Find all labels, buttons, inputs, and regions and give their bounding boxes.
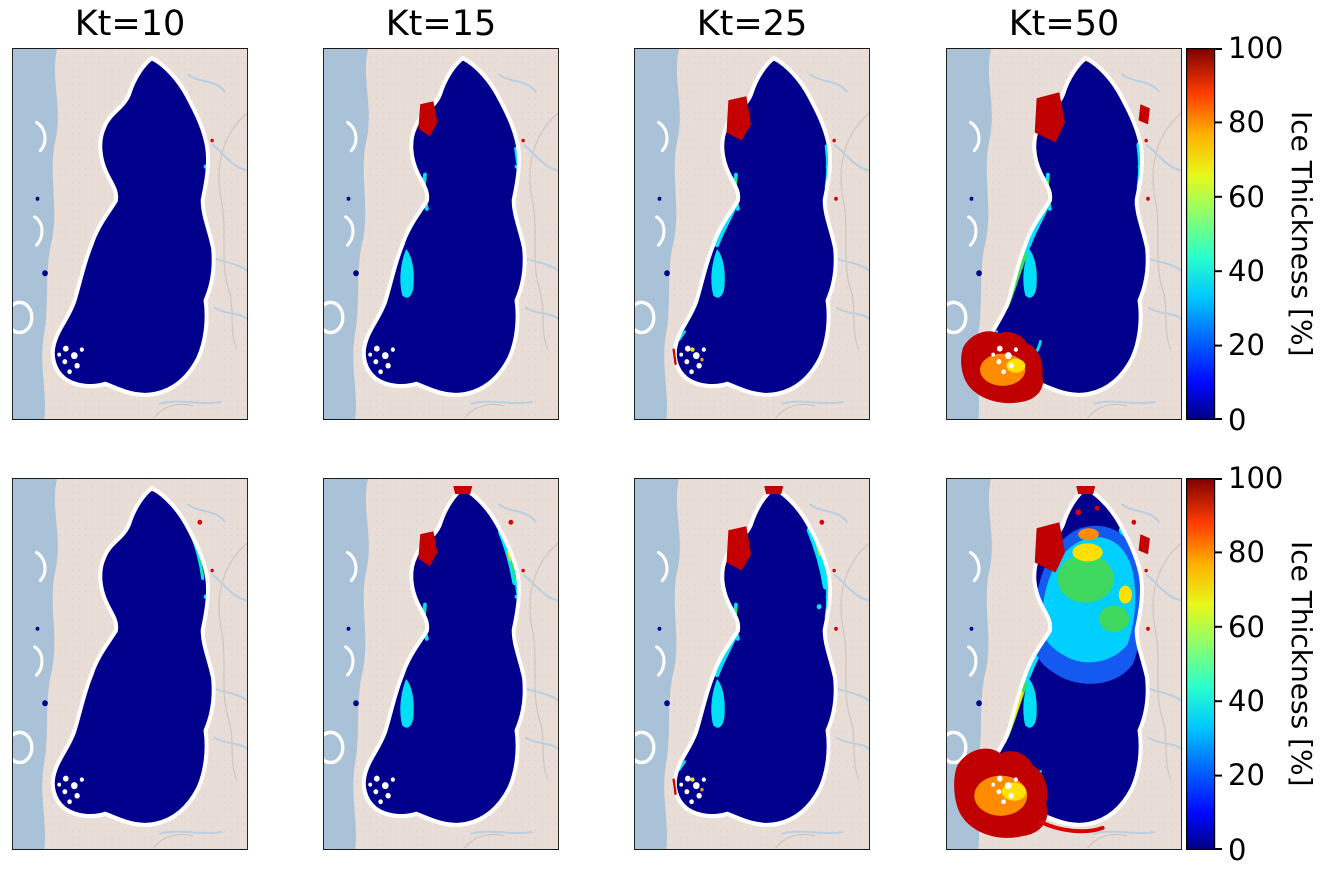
map-row1-kt25 xyxy=(634,48,870,420)
colorbar-row2-tick-40: 40 xyxy=(1228,684,1265,718)
colorbar-row2-tick-80: 80 xyxy=(1228,535,1265,569)
map-row1-kt15 xyxy=(323,48,559,420)
colorbar-row1-label: Ice Thickness [%] xyxy=(1285,111,1318,357)
map-row1-kt10 xyxy=(12,48,248,420)
map-row1-kt50 xyxy=(946,48,1182,420)
colorbar-row2-tick-60: 60 xyxy=(1228,610,1265,644)
column-title-kt10: Kt=10 xyxy=(74,4,186,44)
map-panel-row2-kt25 xyxy=(634,478,870,850)
column-title-kt25: Kt=25 xyxy=(696,4,808,44)
colorbar-row1-tick-60: 60 xyxy=(1228,180,1265,214)
map-panel-row2-kt50 xyxy=(946,478,1182,850)
colorbar-row1-tick-20: 20 xyxy=(1228,328,1265,362)
colorbar-row1-tick-80: 80 xyxy=(1228,105,1265,139)
column-title-kt50: Kt=50 xyxy=(1008,4,1120,44)
map-panel-row1-kt10 xyxy=(12,48,248,420)
colorbar-row2: 100 80 60 40 20 0 Ice Thickness [%] xyxy=(1186,462,1320,866)
colorbar-row2-tick-20: 20 xyxy=(1228,758,1265,792)
map-row2-kt15 xyxy=(323,478,559,850)
column-title-kt15: Kt=15 xyxy=(385,4,497,44)
colorbar-row2-tick-100: 100 xyxy=(1228,461,1284,495)
colorbar-row1-tick-0: 0 xyxy=(1228,403,1247,437)
map-row2-kt10 xyxy=(12,478,248,850)
colorbar-row1-tick-100: 100 xyxy=(1228,31,1284,65)
colorbar-row1-tick-40: 40 xyxy=(1228,254,1265,288)
colorbar-row2-label: Ice Thickness [%] xyxy=(1285,541,1318,787)
map-panel-row1-kt50 xyxy=(946,48,1182,420)
map-row2-kt50 xyxy=(946,478,1182,850)
colorbar-gradient-row2 xyxy=(1186,478,1222,850)
colorbar-row2-tick-0: 0 xyxy=(1228,833,1247,867)
map-panel-row2-kt10 xyxy=(12,478,248,850)
map-panel-row1-kt25 xyxy=(634,48,870,420)
colorbar-gradient-row1 xyxy=(1186,48,1222,420)
map-panel-row1-kt15 xyxy=(323,48,559,420)
map-panel-row2-kt15 xyxy=(323,478,559,850)
map-row2-kt25 xyxy=(634,478,870,850)
colorbar-row1: 100 80 60 40 20 0 Ice Thickness [%] xyxy=(1186,32,1320,436)
